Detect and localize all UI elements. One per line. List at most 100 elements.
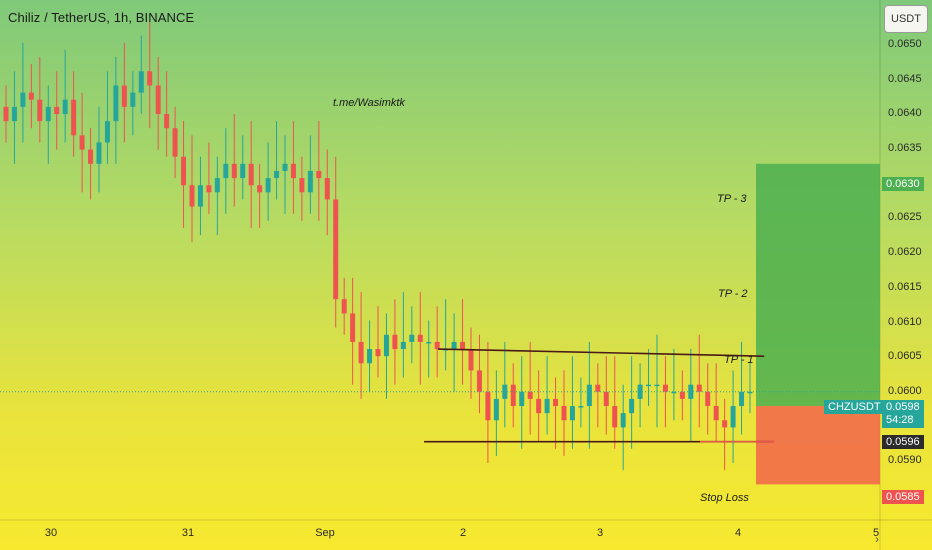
- candle-body: [671, 391, 677, 394]
- candle-body: [536, 398, 542, 414]
- candle-body: [350, 313, 356, 342]
- candle-body: [569, 406, 575, 421]
- candle-body: [400, 341, 406, 350]
- candle-body: [121, 85, 127, 107]
- candle-body: [248, 163, 254, 186]
- x-tick: 31: [181, 527, 195, 539]
- candle-body: [730, 406, 736, 428]
- stop-price-badge: 0.0585: [882, 490, 924, 504]
- candle-body: [307, 170, 313, 193]
- candle-body: [519, 391, 525, 407]
- candle-body: [231, 163, 237, 179]
- y-tick: 0.0625: [888, 211, 922, 223]
- x-tick: 2: [459, 527, 467, 539]
- y-tick: 0.0605: [888, 350, 922, 362]
- x-tick: 3: [596, 527, 604, 539]
- y-tick: 0.0635: [888, 142, 922, 154]
- stop-loss-label: Stop Loss: [700, 492, 749, 504]
- candle-body: [375, 349, 381, 357]
- candle-body: [181, 156, 187, 186]
- candle-body: [713, 406, 719, 421]
- candle-body: [257, 185, 263, 193]
- candle-body: [561, 406, 567, 421]
- y-tick: 0.0610: [888, 316, 922, 328]
- candle-body: [358, 341, 364, 364]
- candle-body: [476, 370, 482, 392]
- x-tick: 5: [872, 527, 880, 539]
- y-tick: 0.0590: [888, 454, 922, 466]
- candle-body: [147, 71, 153, 86]
- trendline: [438, 348, 765, 357]
- candle-body: [316, 170, 322, 179]
- candle-body: [88, 149, 94, 164]
- candle-body: [586, 384, 592, 407]
- candle-body: [214, 178, 220, 193]
- candle-body: [595, 384, 601, 392]
- x-tick: 30: [44, 527, 58, 539]
- candle-body: [155, 85, 161, 114]
- candle-body: [223, 163, 229, 179]
- candle-body: [646, 384, 652, 387]
- candle-body: [28, 92, 34, 100]
- candle-body: [37, 99, 43, 122]
- candle-body: [20, 92, 26, 107]
- candle-body: [62, 99, 68, 114]
- candle-body: [113, 85, 119, 122]
- candle-body: [603, 391, 609, 407]
- symbol-badge: CHZUSDT: [824, 400, 885, 414]
- candle-body: [705, 391, 711, 407]
- candle-body: [451, 341, 457, 350]
- last-price-badge: 0.0598 54:28: [882, 400, 924, 428]
- y-tick: 0.0645: [888, 73, 922, 85]
- candle-body: [468, 349, 474, 371]
- x-tick: 4: [734, 527, 742, 539]
- candle-body: [45, 106, 51, 122]
- candle-body: [324, 178, 330, 200]
- y-tick: 0.0615: [888, 281, 922, 293]
- tp-price-badge: 0.0630: [882, 177, 924, 191]
- candle-body: [679, 391, 685, 399]
- y-tick: 0.0640: [888, 107, 922, 119]
- candle-body: [189, 185, 195, 207]
- candle-body: [265, 178, 271, 193]
- currency-button[interactable]: USDT: [884, 5, 928, 33]
- tp2-label: TP - 2: [718, 288, 748, 300]
- candle-body: [747, 391, 753, 394]
- last-price: 0.0598: [886, 401, 920, 413]
- symbol-header: Chiliz / TetherUS, 1h, BINANCE: [8, 10, 195, 25]
- y-tick: 0.0620: [888, 246, 922, 258]
- candle-body: [164, 113, 170, 129]
- candle-body: [485, 391, 491, 421]
- candle-body: [493, 398, 499, 421]
- candle-body: [739, 391, 745, 407]
- candle-body: [11, 106, 17, 122]
- candle-body: [240, 163, 246, 179]
- y-tick: 0.0650: [888, 38, 922, 50]
- candle-body: [367, 349, 373, 364]
- profit-zone: [756, 163, 880, 407]
- go-to-realtime-icon[interactable]: ›: [875, 532, 879, 546]
- candle-body: [417, 334, 423, 342]
- x-tick: Sep: [315, 527, 335, 539]
- candle-body: [722, 420, 728, 428]
- candle-body: [130, 92, 136, 107]
- candle-body: [290, 163, 296, 179]
- candle-body: [629, 398, 635, 414]
- candle-body: [578, 406, 584, 408]
- y-tick: 0.0600: [888, 385, 922, 397]
- candle-body: [696, 384, 702, 392]
- candle-body: [383, 334, 389, 357]
- tp1-label: TP - 1: [724, 354, 754, 366]
- candle-body: [392, 334, 398, 350]
- candle-body: [197, 185, 203, 207]
- candle-body: [662, 384, 668, 392]
- candle-body: [282, 163, 288, 171]
- candle-body: [96, 142, 102, 164]
- loss-zone: [756, 406, 880, 485]
- candle-body: [71, 99, 77, 136]
- candle-body: [172, 128, 178, 157]
- countdown: 54:28: [886, 414, 914, 426]
- candle-body: [3, 106, 9, 122]
